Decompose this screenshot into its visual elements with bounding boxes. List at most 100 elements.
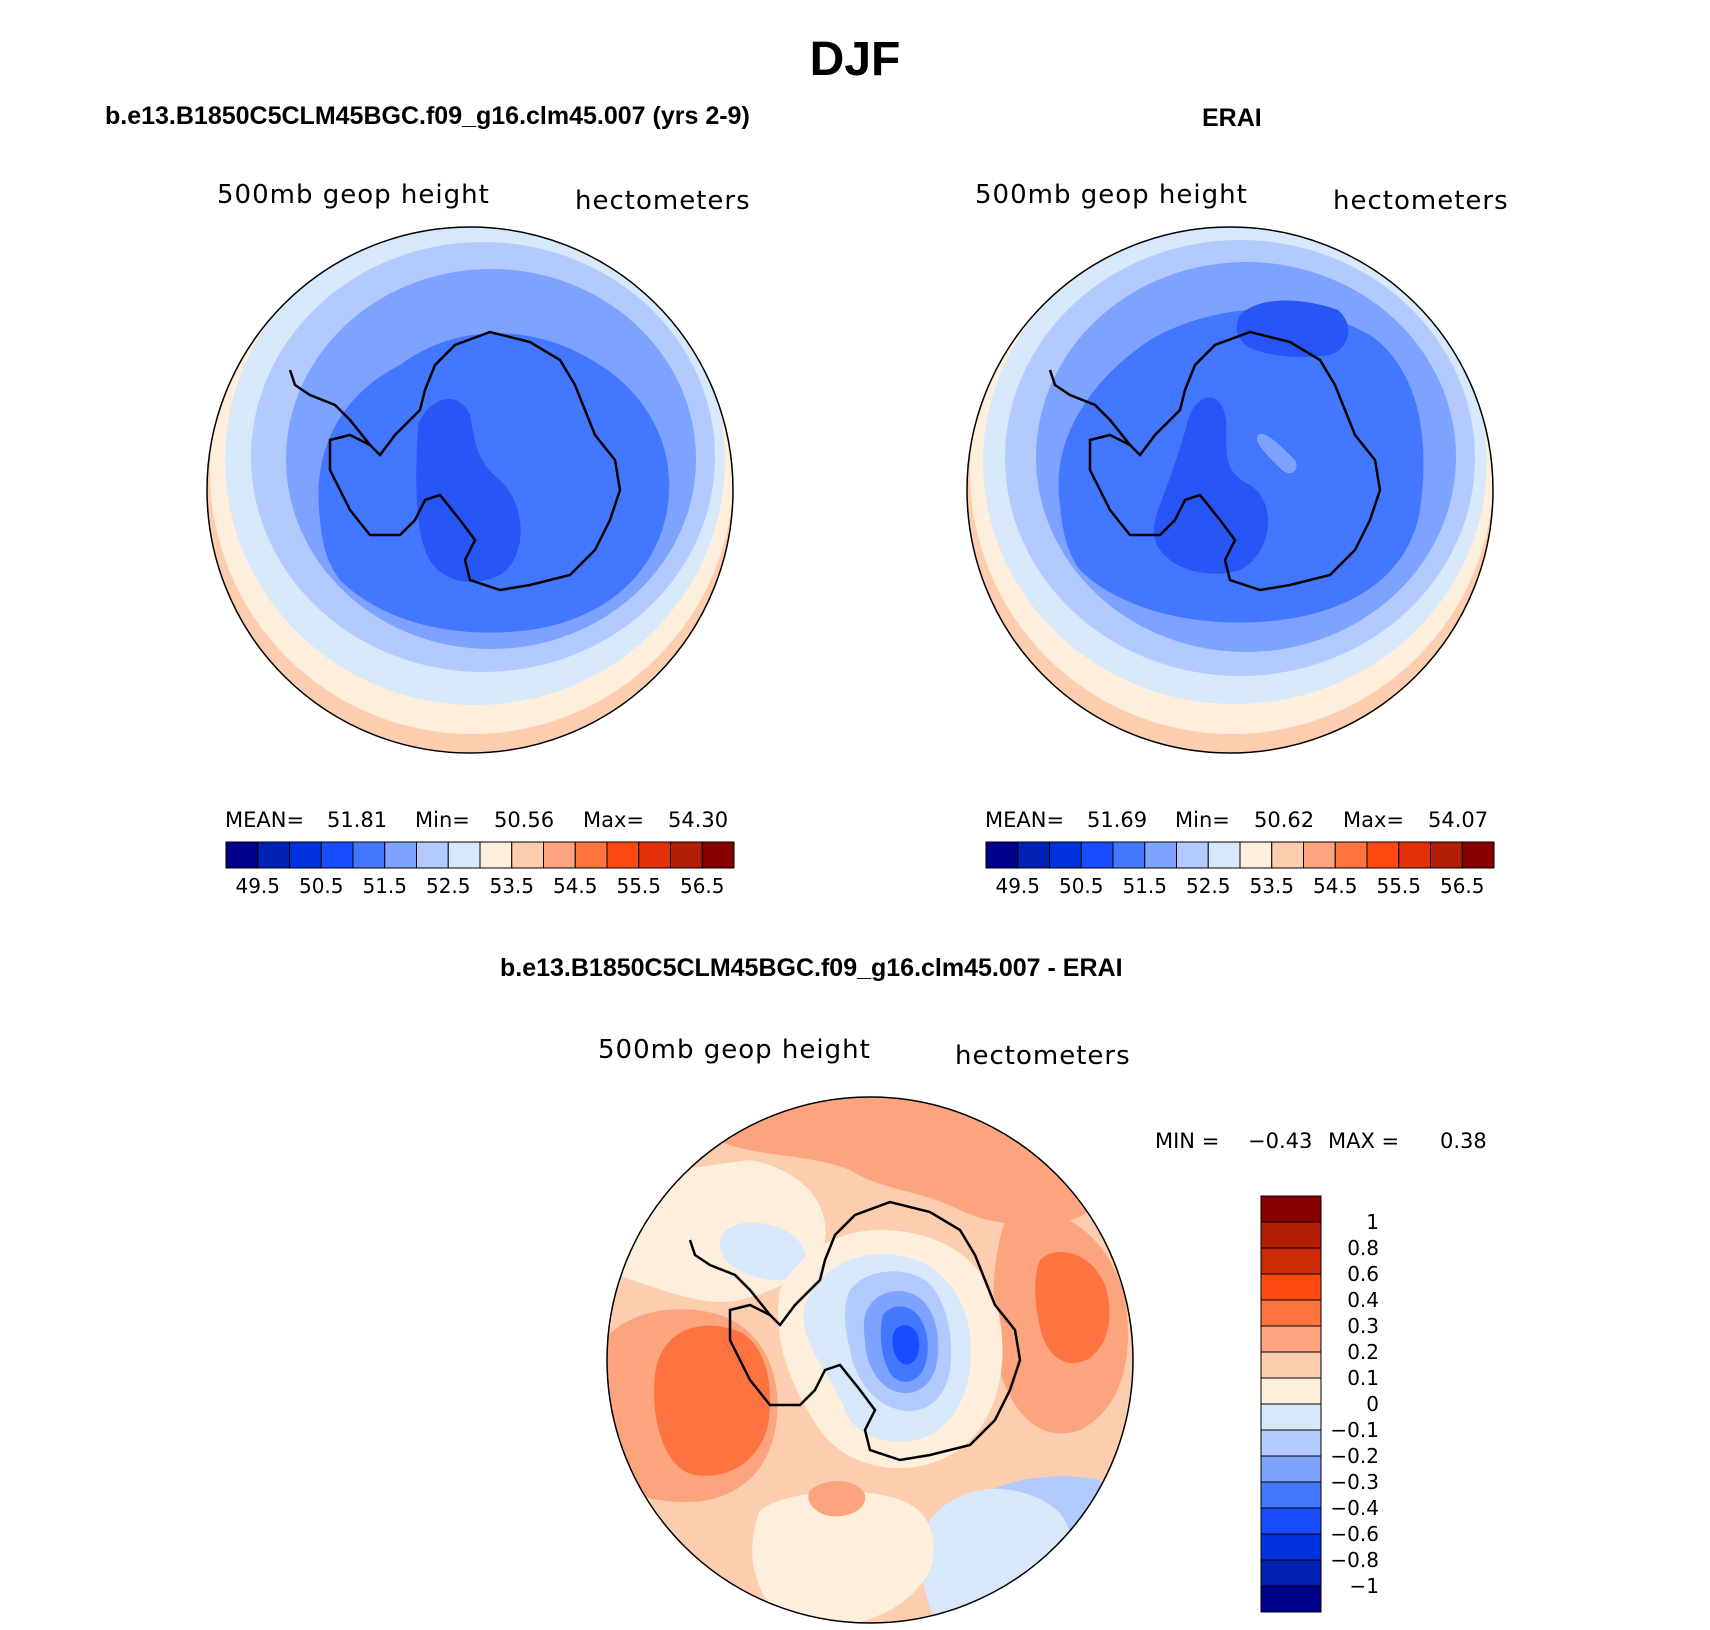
panel-2-min-value: 50.62 — [1254, 808, 1315, 832]
panel-2-colorbar-swatch-12 — [1366, 841, 1400, 869]
panel-3-colorbar-swatch-1 — [1260, 1221, 1322, 1249]
antarctica-coast — [728, 1200, 1022, 1462]
panel-2-colorbar-swatch-7 — [1207, 841, 1241, 869]
panel-1-units-label: hectometers — [575, 186, 751, 216]
panel-2-colorbar-swatch-13 — [1398, 841, 1431, 869]
panel-1-colorbar-swatch-14 — [670, 841, 703, 869]
panel-3-colorbar-swatch-4 — [1260, 1299, 1322, 1327]
panel-2-colorbar-swatch-14 — [1430, 841, 1463, 869]
panel-2-colorbar-swatch-1 — [1017, 841, 1050, 869]
figure-title: DJF — [809, 33, 901, 86]
panel-3-colorbar-tick-label-2: 0.6 — [1347, 1262, 1379, 1286]
panel-2-colorbar-swatch-0 — [985, 841, 1019, 869]
panel-3-colorbar-swatch-2 — [1260, 1247, 1322, 1275]
panel-2-colorbar-swatch-6 — [1176, 841, 1209, 869]
contour-dm1-south — [921, 1488, 1070, 1623]
panel-3-colorbar-tick-label-6: 0.1 — [1347, 1366, 1379, 1390]
panel-2-colorbar-swatch-4 — [1112, 841, 1146, 869]
contour-d00-south — [752, 1491, 934, 1623]
panel-2-colorbar-swatch-15 — [1461, 841, 1495, 869]
panel-2-variable-label: 500mb geop height — [975, 180, 1248, 210]
panel-1-title: b.e13.B1850C5CLM45BGC.f09_g16.clm45.007 … — [105, 102, 750, 130]
panel-3-colorbar-swatch-12 — [1260, 1507, 1322, 1535]
panel-3-colorbar-swatch-9 — [1260, 1429, 1322, 1457]
panel-1-colorbar-swatch-2 — [289, 841, 322, 869]
panel-1-colorbar-swatch-7 — [447, 841, 481, 869]
panel-3-colorbar-swatch-11 — [1260, 1481, 1322, 1509]
contour-d02-south — [808, 1480, 866, 1517]
panel-3-colorbar-tick-label-8: −0.1 — [1330, 1418, 1379, 1442]
panel-2-colorbar-swatch-9 — [1271, 841, 1304, 869]
panel-1-colorbar-swatch-13 — [638, 841, 671, 869]
panel-1-max-label: Max= — [583, 808, 645, 832]
panel-1-variable-label: 500mb geop height — [217, 180, 490, 210]
panel-2-colorbar-tick-label-2: 51.5 — [1122, 874, 1167, 898]
panel-2-colorbar-swatch-3 — [1080, 841, 1114, 869]
panel-1-colorbar-tick-label-4: 53.5 — [489, 874, 534, 898]
panel-3-variable-label: 500mb geop height — [598, 1035, 871, 1065]
panel-1-colorbar-tick-label-1: 50.5 — [299, 874, 344, 898]
panel-3-colorbar-tick-label-13: −0.8 — [1330, 1548, 1379, 1572]
panel-1-colorbar: 49.5 50.5 51.5 52.5 53.5 54.5 55.5 56.5 — [225, 841, 735, 898]
panel-1-colorbar-tick-label-3: 52.5 — [426, 874, 471, 898]
panel-1-colorbar-tick-label-2: 51.5 — [362, 874, 407, 898]
panel-3-colorbar-tick-label-0: 1 — [1366, 1210, 1379, 1234]
panel-1-colorbar-tick-label-6: 55.5 — [616, 874, 661, 898]
contour-50 — [416, 398, 521, 582]
panel-2-title: ERAI — [1202, 104, 1262, 132]
panel-1-colorbar-swatch-11 — [574, 841, 608, 869]
panel-2-colorbar-swatch-10 — [1303, 841, 1336, 869]
panel-2-max-value: 54.07 — [1428, 808, 1489, 832]
panel-1-colorbar-swatch-0 — [225, 841, 259, 869]
contour-50-a — [1236, 300, 1349, 357]
panel-3-colorbar-tick-label-12: −0.6 — [1330, 1522, 1379, 1546]
panel-2-colorbar-tick-label-3: 52.5 — [1186, 874, 1231, 898]
panel-1-colorbar-swatch-6 — [416, 841, 449, 869]
panel-1-colorbar-tick-label-7: 56.5 — [680, 874, 725, 898]
panel-3-colorbar-tick-label-7: 0 — [1366, 1392, 1379, 1416]
panel-2-map — [966, 226, 1494, 754]
panel-3-colorbar-tick-label-14: −1 — [1350, 1574, 1379, 1598]
panel-3-colorbar-swatch-6 — [1260, 1351, 1322, 1379]
panel-1-map — [206, 226, 734, 754]
panel-3-colorbar-tick-label-3: 0.4 — [1347, 1288, 1379, 1312]
panel-3-colorbar-tick-label-9: −0.2 — [1330, 1444, 1379, 1468]
panel-3-colorbar-tick-label-5: 0.2 — [1347, 1340, 1379, 1364]
panel-3-colorbar-tick-label-10: −0.3 — [1330, 1470, 1379, 1494]
contour-d03-west — [654, 1325, 771, 1476]
panel-1-colorbar-swatch-1 — [257, 841, 290, 869]
panel-3-colorbar-swatch-5 — [1260, 1325, 1322, 1353]
panel-2-colorbar-swatch-11 — [1334, 841, 1368, 869]
panel-3-units-label: hectometers — [955, 1041, 1131, 1071]
panel-3-colorbar-swatch-3 — [1260, 1273, 1322, 1301]
panel-3-colorbar-tick-label-11: −0.4 — [1330, 1496, 1379, 1520]
panel-3-colorbar-tick-label-4: 0.3 — [1347, 1314, 1379, 1338]
map-border — [206, 226, 734, 754]
panel-2-colorbar-swatch-2 — [1049, 841, 1082, 869]
panel-2-mean-label: MEAN= — [985, 808, 1065, 832]
antarctica-coast — [328, 330, 622, 592]
contour-d03-east — [1035, 1252, 1110, 1364]
panel-1-colorbar-swatch-5 — [384, 841, 417, 869]
panel-2-colorbar-tick-label-0: 49.5 — [995, 874, 1040, 898]
panel-2-min-label: Min= — [1175, 808, 1230, 832]
contour-50-b — [1153, 397, 1269, 574]
panel-1-colorbar-swatch-9 — [511, 841, 544, 869]
panel-1-max-value: 54.30 — [668, 808, 729, 832]
panel-2-units-label: hectometers — [1333, 186, 1509, 216]
panel-3-max-value: 0.38 — [1440, 1129, 1487, 1153]
panel-3-map — [606, 1096, 1134, 1624]
panel-1-mean-label: MEAN= — [225, 808, 305, 832]
panel-2-colorbar-tick-label-6: 55.5 — [1376, 874, 1421, 898]
panel-2-colorbar-tick-label-7: 56.5 — [1440, 874, 1485, 898]
panel-1-mean-value: 51.81 — [327, 808, 388, 832]
panel-3-colorbar-swatch-10 — [1260, 1455, 1322, 1483]
antarctic-peninsula — [688, 1239, 771, 1316]
panel-2-colorbar-tick-label-4: 53.5 — [1249, 874, 1294, 898]
contour-dm5 — [892, 1325, 920, 1365]
panel-1-colorbar-swatch-15 — [701, 841, 735, 869]
panel-1-colorbar-swatch-12 — [606, 841, 640, 869]
panel-3-title: b.e13.B1850C5CLM45BGC.f09_g16.clm45.007 … — [500, 954, 1123, 982]
panel-3-colorbar-swatch-14 — [1260, 1559, 1322, 1587]
panel-1-colorbar-swatch-8 — [479, 841, 513, 869]
